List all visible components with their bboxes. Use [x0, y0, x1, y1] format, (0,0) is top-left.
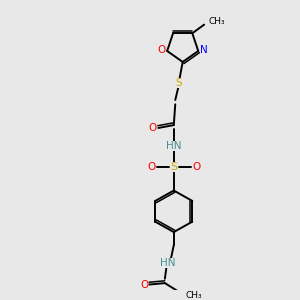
Text: O: O — [147, 162, 156, 172]
Text: S: S — [175, 78, 181, 88]
Text: HN: HN — [160, 258, 176, 268]
Text: S: S — [170, 162, 177, 172]
Text: N: N — [200, 45, 208, 56]
Text: O: O — [140, 280, 148, 290]
Text: O: O — [149, 123, 157, 133]
Text: O: O — [158, 45, 166, 56]
Text: CH₃: CH₃ — [186, 291, 202, 300]
Text: CH₃: CH₃ — [209, 17, 225, 26]
Text: HN: HN — [166, 141, 182, 151]
Text: O: O — [192, 162, 200, 172]
